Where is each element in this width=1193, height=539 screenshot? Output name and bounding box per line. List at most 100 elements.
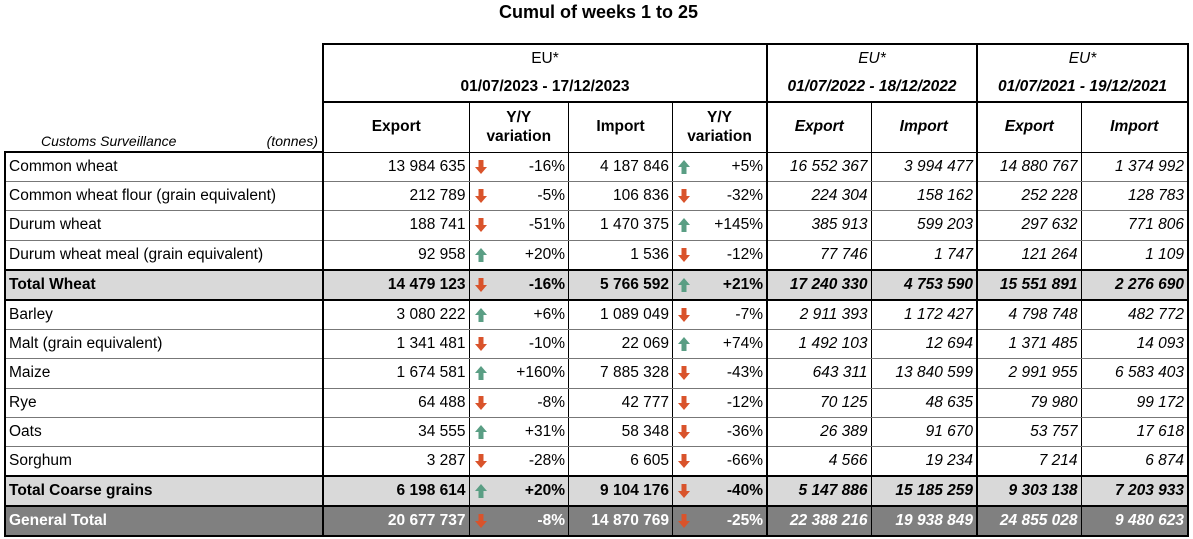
col-export: Export (766, 102, 872, 153)
import-2022: 158 162 (870, 181, 978, 212)
product-name: General Total (4, 506, 324, 538)
import-2022: 15 185 259 (870, 475, 978, 508)
import-yy-variation: -32% (695, 181, 768, 212)
import-2022: 12 694 (870, 329, 978, 360)
table-row: General Total 20 677 737 -8% 14 870 769 … (4, 506, 1189, 538)
import-yy-variation: -12% (695, 240, 768, 271)
import-2022: 91 670 (870, 417, 978, 447)
export-value: 6 198 614 (322, 475, 470, 508)
arrow-up-icon (468, 475, 492, 508)
import-value: 58 348 (568, 417, 673, 447)
export-2021: 14 880 767 (976, 152, 1082, 183)
group-period: 01/07/2022 - 18/12/2022 (767, 73, 978, 103)
col-import: Import (1080, 102, 1189, 153)
arrow-down-icon (468, 329, 492, 360)
col-yy-variation: Y/Y variation (468, 102, 569, 153)
group-period: 01/07/2023 - 17/12/2023 (322, 73, 768, 103)
table-row: Maize 1 674 581 +160% 7 885 328 -43% 643… (4, 358, 1189, 389)
export-2022: 16 552 367 (766, 152, 872, 183)
group-period: 01/07/2021 - 19/12/2021 (977, 73, 1189, 103)
export-2022: 2 911 393 (766, 299, 872, 331)
import-value: 1 470 375 (568, 210, 673, 241)
export-yy-variation: -10% (491, 329, 569, 360)
product-name: Common wheat (4, 152, 324, 183)
import-2021: 6 583 403 (1080, 358, 1189, 389)
table-row: Total Coarse grains 6 198 614 +20% 9 104… (4, 475, 1189, 508)
col-export: Export (322, 102, 470, 153)
import-yy-variation: +145% (695, 210, 768, 241)
table-row: Oats 34 555 +31% 58 348 -36% 26 389 91 6… (4, 417, 1189, 447)
export-2021: 2 991 955 (976, 358, 1082, 389)
export-value: 1 341 481 (322, 329, 470, 360)
import-2021: 2 276 690 (1080, 268, 1189, 301)
import-2022: 48 635 (870, 388, 978, 418)
import-value: 6 605 (568, 446, 673, 477)
arrow-down-icon (672, 475, 695, 508)
export-yy-variation: -16% (491, 268, 569, 301)
arrow-down-icon (468, 210, 492, 241)
export-2021: 9 303 138 (976, 475, 1082, 508)
import-2022: 599 203 (870, 210, 978, 241)
export-2021: 4 798 748 (976, 299, 1082, 331)
import-2021: 14 093 (1080, 329, 1189, 360)
arrow-down-icon (468, 388, 492, 418)
export-yy-variation: +20% (491, 475, 569, 508)
table-row: Durum wheat meal (grain equivalent) 92 9… (4, 240, 1189, 271)
arrow-up-icon (672, 268, 695, 301)
export-yy-variation: -8% (491, 506, 569, 538)
arrow-up-icon (672, 152, 695, 183)
arrow-down-icon (672, 446, 695, 477)
export-2021: 53 757 (976, 417, 1082, 447)
export-2022: 385 913 (766, 210, 872, 241)
group-region: EU* (977, 43, 1189, 73)
group-region: EU* (767, 43, 978, 73)
export-2022: 224 304 (766, 181, 872, 212)
export-yy-variation: -16% (491, 152, 569, 183)
arrow-up-icon (672, 210, 695, 241)
import-yy-variation: -25% (695, 506, 768, 538)
export-value: 92 958 (322, 240, 470, 271)
import-2022: 3 994 477 (870, 152, 978, 183)
export-yy-variation: -5% (491, 181, 569, 212)
arrow-up-icon (468, 358, 492, 389)
export-2022: 4 566 (766, 446, 872, 477)
product-name: Sorghum (4, 446, 324, 477)
unit-label: (tonnes) (266, 133, 318, 149)
import-value: 4 187 846 (568, 152, 673, 183)
export-2022: 1 492 103 (766, 329, 872, 360)
group-region: EU* (322, 43, 768, 73)
import-value: 1 089 049 (568, 299, 673, 331)
table-row: Barley 3 080 222 +6% 1 089 049 -7% 2 911… (4, 299, 1189, 331)
table-row: Malt (grain equivalent) 1 341 481 -10% 2… (4, 329, 1189, 360)
import-value: 1 536 (568, 240, 673, 271)
import-2021: 99 172 (1080, 388, 1189, 418)
arrow-down-icon (672, 506, 695, 538)
import-2021: 128 783 (1080, 181, 1189, 212)
arrow-up-icon (672, 329, 695, 360)
import-2022: 4 753 590 (870, 268, 978, 301)
import-2021: 7 203 933 (1080, 475, 1189, 508)
customs-table: EU* EU* EU* 01/07/2023 - 17/12/2023 01/0… (4, 43, 1189, 538)
product-name: Durum wheat (4, 210, 324, 241)
import-2022: 13 840 599 (870, 358, 978, 389)
export-value: 3 080 222 (322, 299, 470, 331)
arrow-down-icon (468, 152, 492, 183)
table-row: Total Wheat 14 479 123 -16% 5 766 592 +2… (4, 268, 1189, 301)
import-2021: 9 480 623 (1080, 506, 1189, 538)
import-yy-variation: -66% (695, 446, 768, 477)
import-2021: 6 874 (1080, 446, 1189, 477)
col-yy-variation: Y/Y variation (672, 102, 768, 153)
table-row: Sorghum 3 287 -28% 6 605 -66% 4 566 19 2… (4, 446, 1189, 477)
export-value: 3 287 (322, 446, 470, 477)
import-yy-variation: -43% (695, 358, 768, 389)
import-value: 22 069 (568, 329, 673, 360)
import-value: 42 777 (568, 388, 673, 418)
export-yy-variation: -51% (491, 210, 569, 241)
table-row: Durum wheat 188 741 -51% 1 470 375 +145%… (4, 210, 1189, 241)
export-yy-variation: +31% (491, 417, 569, 447)
export-value: 13 984 635 (322, 152, 470, 183)
export-2022: 26 389 (766, 417, 872, 447)
table-row: Rye 64 488 -8% 42 777 -12% 70 125 48 635… (4, 388, 1189, 418)
export-value: 212 789 (322, 181, 470, 212)
col-import: Import (870, 102, 978, 153)
